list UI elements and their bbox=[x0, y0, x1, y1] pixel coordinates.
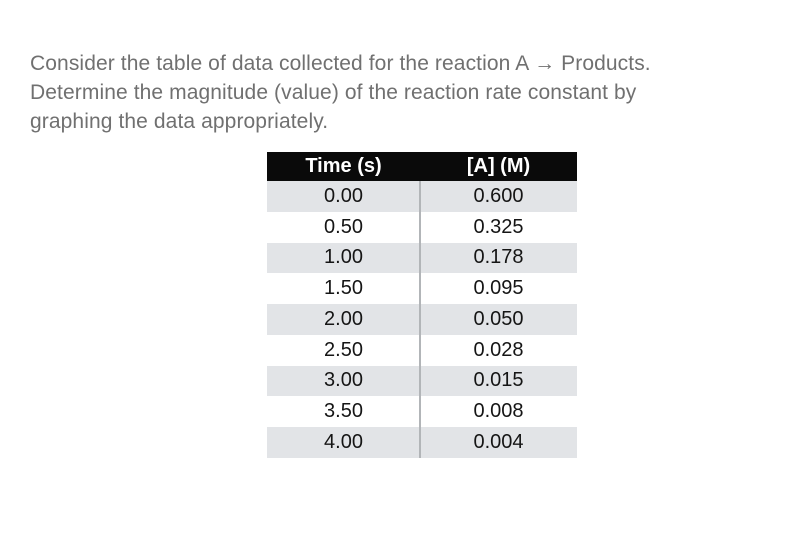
table-row: 3.00 0.015 bbox=[267, 365, 577, 397]
column-divider-line bbox=[419, 181, 421, 458]
table-row: 2.50 0.028 bbox=[267, 334, 577, 366]
data-table: Time (s) [A] (M) 0.00 0.600 0.50 0.325 1.00 0… bbox=[267, 152, 577, 458]
table-row: 2.00 0.050 bbox=[267, 304, 577, 335]
table-row: 1.50 0.095 bbox=[267, 273, 577, 305]
table-row: 0.00 0.600 bbox=[267, 181, 577, 212]
concentration-cell: 0.050 bbox=[473, 307, 524, 330]
concentration-cell: 0.178 bbox=[473, 246, 524, 269]
concentration-column-header: [A] (M) bbox=[466, 155, 531, 177]
table-body: 0.00 0.600 0.50 0.325 1.00 0.178 1.50 0.095 2.00… bbox=[267, 181, 577, 458]
time-cell: 3.50 bbox=[324, 400, 363, 423]
concentration-cell: 0.004 bbox=[473, 431, 524, 453]
time-cell: 0.00 bbox=[324, 184, 363, 207]
time-cell: 4.00 bbox=[324, 431, 363, 453]
time-cell: 1.50 bbox=[324, 277, 363, 300]
time-cell: 2.50 bbox=[324, 338, 363, 361]
table-row: 0.50 0.325 bbox=[267, 211, 577, 243]
table-row: 3.50 0.008 bbox=[267, 396, 577, 428]
concentration-cell: 0.028 bbox=[473, 338, 524, 361]
time-column-header: Time (s) bbox=[305, 155, 382, 177]
concentration-cell: 0.015 bbox=[473, 369, 524, 392]
concentration-cell: 0.095 bbox=[473, 277, 524, 300]
concentration-cell: 0.600 bbox=[473, 184, 524, 207]
table-row: 4.00 0.004 bbox=[267, 427, 577, 458]
time-cell: 2.00 bbox=[324, 307, 363, 330]
question-text: Consider the table of data collected for… bbox=[30, 49, 790, 136]
concentration-cell: 0.325 bbox=[473, 215, 524, 238]
table-header: Time (s) [A] (M) bbox=[267, 152, 577, 181]
question-line-3: graphing the data appropriately. bbox=[30, 110, 329, 133]
question-line-1: Consider the table of data collected for… bbox=[30, 52, 651, 75]
question-line-2: Determine the magnitude (value) of the r… bbox=[30, 81, 637, 104]
time-cell: 3.00 bbox=[324, 369, 363, 392]
concentration-cell: 0.008 bbox=[473, 400, 524, 423]
time-cell: 1.00 bbox=[324, 246, 363, 269]
time-cell: 0.50 bbox=[324, 215, 363, 238]
table-row: 1.00 0.178 bbox=[267, 242, 577, 274]
